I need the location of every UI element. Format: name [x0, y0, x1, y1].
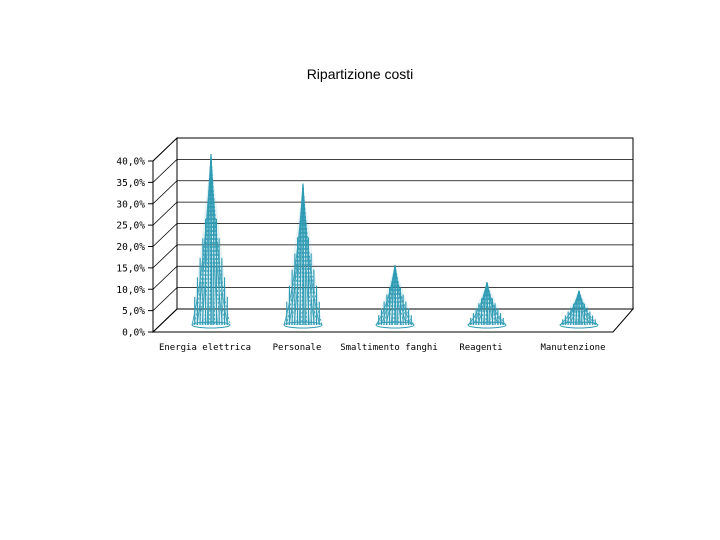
- gridline: [152, 244, 633, 269]
- gridline: [152, 287, 633, 311]
- cone-bar: [283, 183, 323, 329]
- gridline: [152, 201, 633, 226]
- y-tick-label: 15,0%: [116, 263, 145, 274]
- gridline: [152, 137, 633, 162]
- y-tick-label: 35,0%: [116, 178, 145, 189]
- y-tick-label: 40,0%: [116, 157, 145, 168]
- floor: [151, 308, 635, 333]
- gridline: [152, 180, 633, 205]
- y-tick-label: 10,0%: [116, 285, 145, 296]
- y-tick-label: 30,0%: [116, 199, 145, 210]
- chart-title: Ripartizione costi: [306, 66, 414, 82]
- cone-bar: [467, 282, 507, 329]
- gridline: [152, 265, 633, 290]
- cone-bar: [559, 290, 599, 329]
- y-tick-label: 20,0%: [116, 242, 145, 253]
- x-tick-labels: Energia elettrica Personale Smaltimento fa…: [159, 343, 606, 353]
- y-tick-labels: 0,0% 5,0% 10,0% 15,0% 20,0% 25,0% 30,0% 35,0% 40…: [116, 157, 145, 339]
- gridlines: [152, 137, 633, 311]
- x-tick-label: Personale: [273, 343, 322, 353]
- y-tick-label: 5,0%: [122, 306, 145, 317]
- x-tick-label: Smaltimento fanghi: [340, 343, 438, 353]
- gridline: [152, 223, 633, 247]
- y-axis: [148, 160, 154, 333]
- x-tick-label: Energia elettrica: [159, 343, 251, 353]
- data-cones: [191, 153, 599, 329]
- cone-bar: [375, 265, 415, 329]
- x-tick-label: Manutenzione: [540, 343, 605, 353]
- y-tick-label: 25,0%: [116, 221, 145, 232]
- gridline: [152, 158, 633, 183]
- y-tick-label: 0,0%: [122, 328, 145, 339]
- cone-bar: [191, 153, 231, 329]
- x-tick-label: Reagenti: [459, 343, 502, 353]
